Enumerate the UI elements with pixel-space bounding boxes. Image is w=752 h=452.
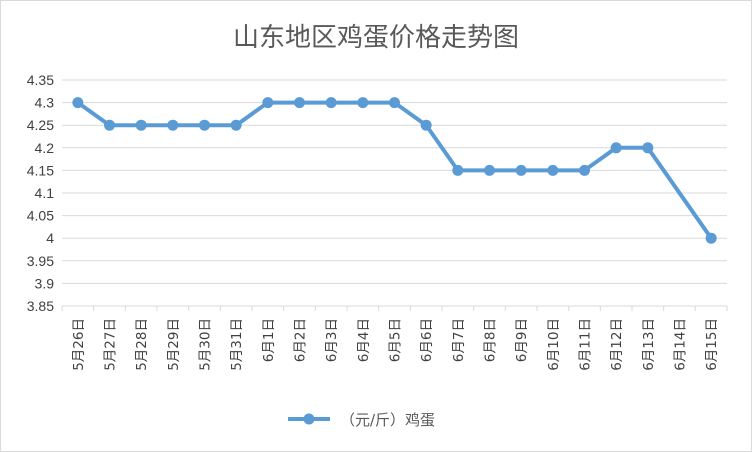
y-tick-label: 4.3	[35, 95, 55, 111]
x-tick-label: 6月6日	[419, 318, 435, 362]
legend-label: （元/斤）鸡蛋	[340, 411, 435, 429]
x-tick-label: 6月15日	[704, 318, 720, 371]
x-tick-label: 5月26日	[71, 318, 87, 371]
data-point	[230, 119, 242, 131]
data-point	[610, 142, 622, 154]
y-tick-label: 4	[46, 230, 54, 246]
x-tick-label: 6月3日	[324, 318, 340, 362]
y-tick-label: 4.25	[27, 117, 54, 133]
data-point	[705, 232, 717, 244]
x-tick-label: 5月27日	[103, 318, 119, 371]
data-point	[167, 119, 179, 131]
data-point	[262, 97, 274, 109]
x-tick-label: 5月28日	[134, 318, 150, 371]
x-tick-label: 6月12日	[609, 318, 625, 371]
y-tick-label: 4.1	[35, 185, 55, 201]
y-tick-label: 4.05	[27, 208, 54, 224]
data-point	[579, 164, 590, 176]
data-point	[325, 97, 337, 109]
legend: （元/斤）鸡蛋	[288, 411, 435, 429]
x-tick-label: 6月4日	[356, 318, 372, 362]
data-point	[357, 97, 369, 109]
data-point	[135, 119, 147, 131]
x-tick-label: 6月1日	[261, 318, 277, 362]
x-tick-label: 6月9日	[514, 318, 530, 362]
data-point	[484, 164, 495, 176]
x-tick-label: 6月5日	[388, 318, 404, 362]
x-tick-label: 6月7日	[451, 318, 467, 362]
data-point	[72, 97, 84, 109]
x-tick-label: 6月14日	[673, 318, 689, 371]
y-tick-label: 4.2	[35, 140, 55, 156]
x-tick-label: 6月2日	[293, 318, 309, 362]
x-tick-label: 5月30日	[198, 318, 214, 371]
y-tick-label: 4.15	[27, 162, 54, 178]
y-tick-label: 4.35	[27, 72, 54, 88]
x-tick-label: 6月13日	[641, 318, 657, 371]
data-point	[452, 164, 464, 176]
data-point	[642, 142, 654, 154]
y-axis: 3.85 3.9 3.95 4 4.05 4.1 4.15 4.2 4.25 4.3 4.35	[27, 72, 54, 314]
data-point	[547, 164, 559, 176]
x-tick-label: 6月8日	[483, 318, 499, 362]
x-tick-label: 6月10日	[546, 318, 562, 371]
x-tick-label: 6月11日	[578, 318, 594, 371]
y-tick-label: 3.95	[27, 253, 54, 269]
data-point	[389, 97, 400, 109]
x-tick-label: 5月29日	[166, 318, 182, 371]
data-point	[515, 164, 527, 176]
legend-marker-swatch	[303, 413, 315, 425]
y-tick-label: 3.85	[27, 298, 54, 314]
data-point	[104, 119, 115, 131]
data-point	[294, 97, 305, 109]
data-point	[199, 119, 210, 131]
x-axis: 5月26日 5月27日 5月28日 5月29日 5月30日 5月31日 6月1日 6月2日 6月…	[61, 306, 728, 371]
grid-lines	[62, 79, 727, 307]
y-tick-label: 3.9	[35, 275, 55, 291]
chart-title: 山东地区鸡蛋价格走势图	[233, 23, 519, 53]
series-layer	[72, 97, 717, 244]
data-point	[420, 119, 432, 131]
x-tick-label: 5月31日	[229, 318, 245, 371]
